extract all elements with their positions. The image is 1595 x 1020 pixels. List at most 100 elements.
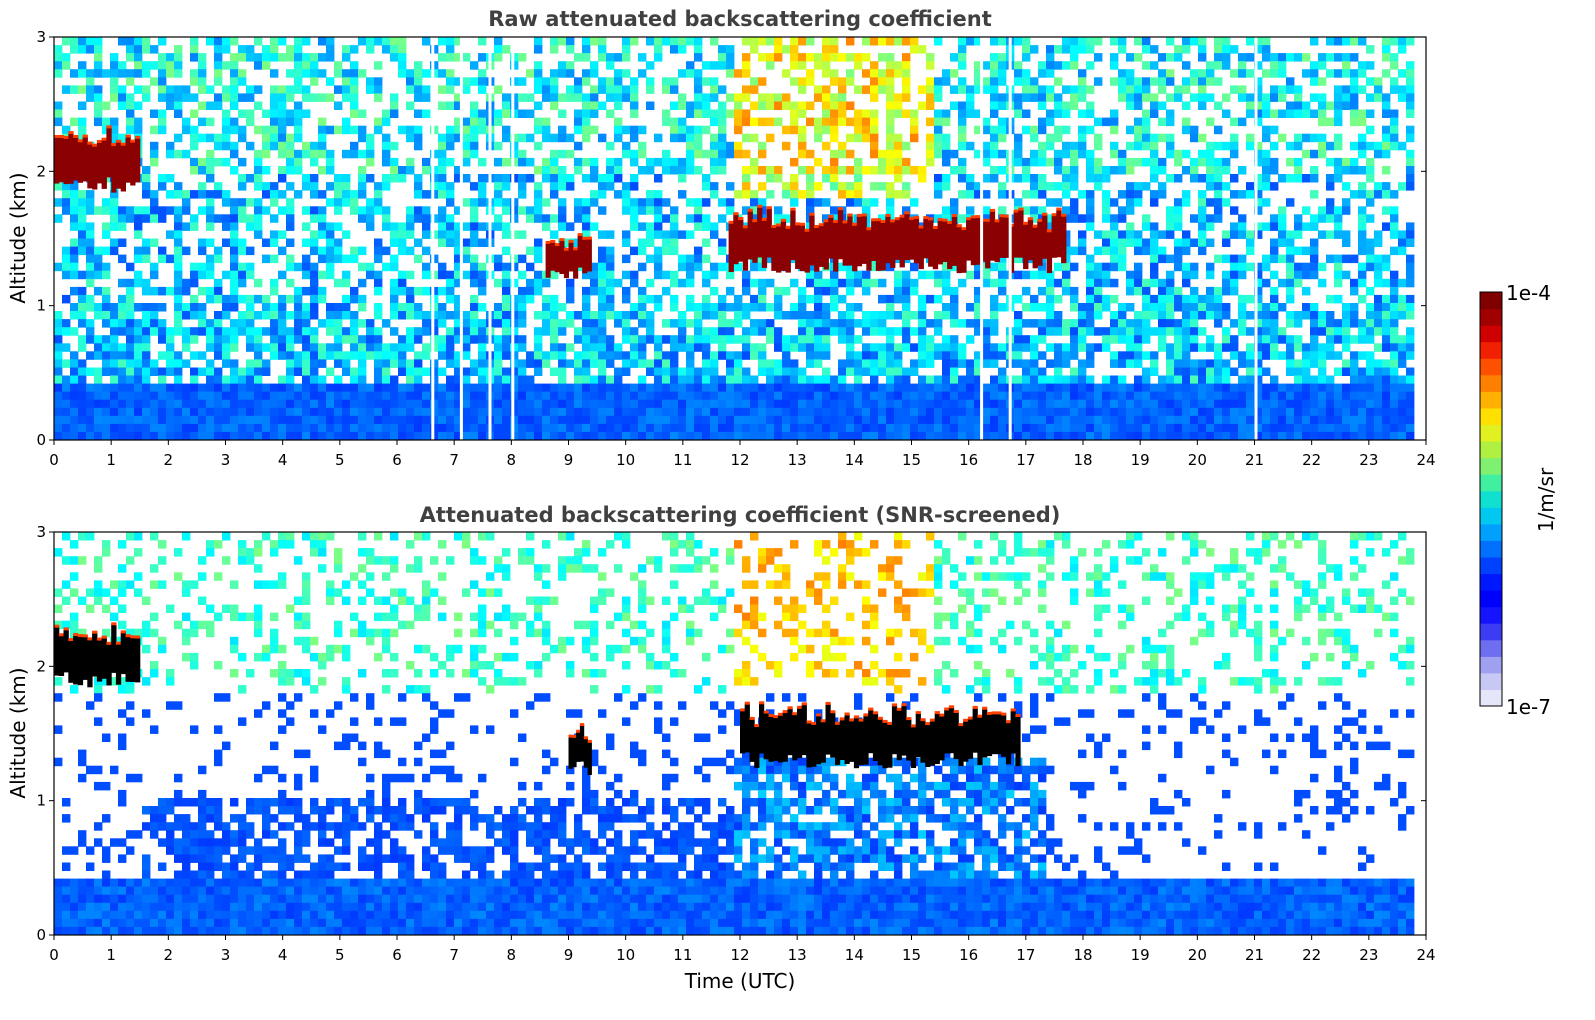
raw-heatmap-cell (438, 367, 447, 376)
raw-heatmap-cell (1198, 37, 1207, 46)
raw-heatmap-cell (1030, 399, 1039, 409)
raw-heatmap-cell (926, 343, 935, 352)
raw-heatmap-cell (814, 117, 823, 127)
raw-heatmap-cell (1150, 294, 1159, 304)
raw-heatmap-cell (230, 294, 239, 304)
raw-heatmap-cell (286, 69, 295, 78)
raw-heatmap-cell (886, 383, 895, 393)
raw-heatmap-cell (1038, 149, 1047, 159)
raw-heatmap-cell (806, 270, 815, 280)
raw-heatmap-cell (1134, 311, 1143, 320)
raw-heatmap-cell (1158, 431, 1167, 440)
raw-heatmap-cell (1126, 101, 1135, 110)
raw-heatmap-cell (1070, 367, 1079, 376)
raw-heatmap-cell (702, 383, 711, 393)
raw-heatmap-cell (1238, 423, 1247, 433)
raw-heatmap-cell (630, 415, 639, 425)
raw-heatmap-cell (518, 423, 527, 433)
raw-heatmap-cell (94, 101, 103, 110)
raw-heatmap-cell (1038, 117, 1047, 127)
raw-heatmap-cell (318, 37, 327, 46)
raw-heatmap-cell (958, 157, 967, 167)
raw-heatmap-cell (358, 383, 367, 393)
raw-heatmap-cell (990, 375, 999, 384)
raw-heatmap-cell (54, 399, 63, 409)
raw-heatmap-cell (238, 93, 247, 102)
raw-heatmap-cell (622, 53, 631, 62)
raw-heatmap-cell (958, 85, 967, 94)
raw-heatmap-cell (1134, 230, 1143, 239)
raw-heatmap-cell (502, 230, 511, 239)
raw-heatmap-cell (598, 190, 607, 199)
raw-heatmap-cell (806, 327, 815, 336)
raw-heatmap-cell (734, 391, 743, 401)
raw-heatmap-cell (374, 335, 383, 344)
raw-heatmap-cell (758, 141, 767, 151)
raw-heatmap-cell (1198, 214, 1207, 223)
raw-heatmap-cell (686, 141, 695, 151)
raw-heatmap-cell (350, 391, 359, 401)
raw-heatmap-cell (150, 286, 159, 296)
raw-heatmap-cell (366, 262, 375, 272)
raw-heatmap-cell (1022, 399, 1031, 409)
raw-heatmap-cell (558, 375, 567, 384)
raw-heatmap-cell (1086, 254, 1095, 264)
raw-heatmap-cell (750, 117, 759, 127)
raw-heatmap-cell (478, 415, 487, 425)
raw-heatmap-cell (734, 311, 743, 320)
raw-heatmap-cell (790, 367, 799, 376)
raw-heatmap-cell (1062, 407, 1071, 417)
raw-heatmap-cell (854, 85, 863, 94)
raw-heatmap-cell (110, 133, 119, 143)
raw-heatmap-cell (414, 431, 423, 440)
raw-heatmap-cell (278, 109, 287, 118)
raw-heatmap-cell (494, 391, 503, 401)
raw-heatmap-cell (1270, 222, 1279, 231)
raw-heatmap-cell (902, 69, 911, 78)
raw-heatmap-cell (934, 311, 943, 320)
raw-heatmap-cell (718, 399, 727, 409)
raw-heatmap-cell (1078, 311, 1087, 320)
raw-heatmap-cell (254, 101, 263, 110)
raw-heatmap-cell (342, 254, 351, 264)
raw-heatmap-cell (806, 77, 815, 86)
raw-heatmap-cell (950, 383, 959, 393)
raw-heatmap-cell (1070, 423, 1079, 433)
raw-heatmap-cell (86, 45, 95, 54)
raw-heatmap-cell (1126, 206, 1135, 215)
raw-heatmap-cell (1198, 77, 1207, 86)
raw-heatmap-cell (982, 335, 991, 344)
raw-heatmap-cell (910, 166, 919, 175)
raw-heatmap-cell (1126, 286, 1135, 296)
raw-heatmap-cell (398, 351, 407, 360)
raw-heatmap-cell (958, 101, 967, 110)
raw-heatmap-cell (1254, 391, 1263, 401)
raw-heatmap-cell (302, 85, 311, 94)
raw-heatmap-cell (1182, 246, 1191, 256)
raw-heatmap-cell (566, 149, 575, 159)
raw-heatmap-cell (886, 69, 895, 78)
raw-heatmap-cell (302, 53, 311, 62)
raw-heatmap-cell (790, 53, 799, 62)
raw-heatmap-cell (262, 327, 271, 336)
raw-heatmap-cell (790, 335, 799, 344)
raw-heatmap-cell (918, 399, 927, 409)
raw-heatmap-cell (894, 431, 903, 440)
raw-heatmap-cell (894, 174, 903, 183)
raw-heatmap-cell (134, 125, 143, 135)
raw-heatmap-cell (534, 61, 543, 70)
raw-heatmap-cell (806, 206, 815, 215)
raw-heatmap-cell (1118, 351, 1127, 360)
raw-heatmap-cell (1158, 335, 1167, 344)
raw-heatmap-cell (310, 343, 319, 352)
raw-heatmap-cell (982, 351, 991, 360)
raw-heatmap-cell (734, 399, 743, 409)
raw-heatmap-cell (1262, 182, 1271, 191)
raw-heatmap-cell (1022, 190, 1031, 199)
raw-heatmap-cell (262, 359, 271, 368)
raw-heatmap-cell (614, 343, 623, 352)
raw-heatmap-cell (1030, 133, 1039, 143)
raw-heatmap-cell (1086, 157, 1095, 167)
raw-heatmap-cell (1206, 431, 1215, 440)
raw-heatmap-cell (630, 431, 639, 440)
